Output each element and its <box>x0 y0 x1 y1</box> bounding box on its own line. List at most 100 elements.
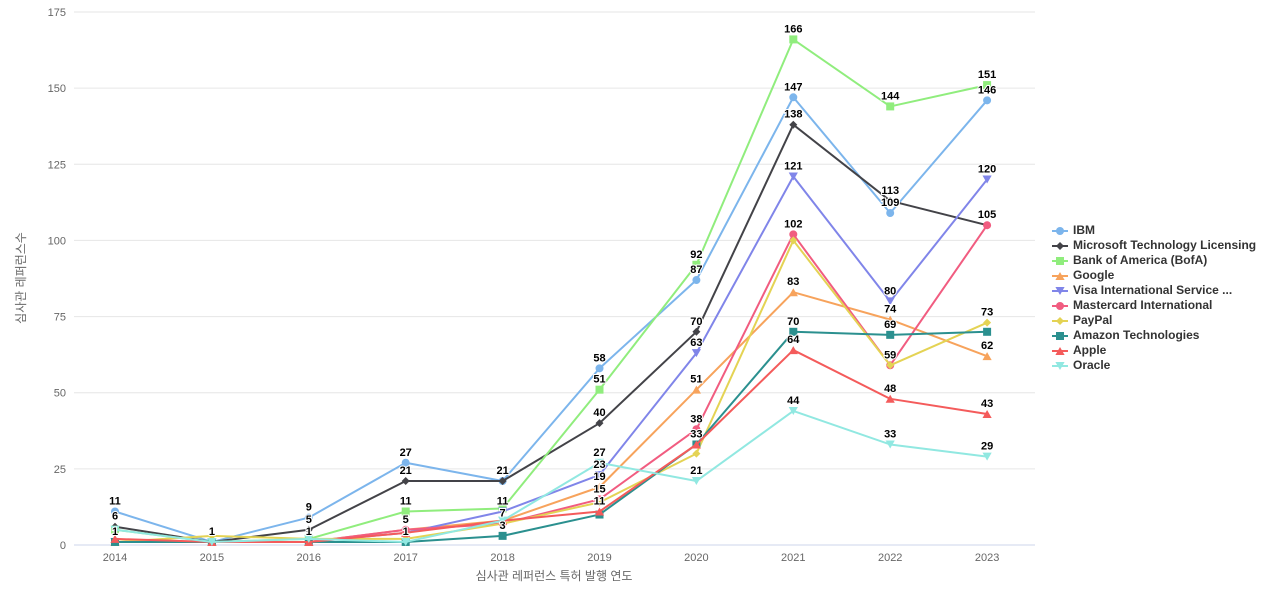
data-point-marker[interactable] <box>691 349 701 358</box>
data-point-marker[interactable] <box>594 507 605 516</box>
legend-item-9[interactable]: Oracle <box>1052 358 1256 373</box>
data-point-marker[interactable] <box>692 449 701 458</box>
gridlines <box>74 11 1035 546</box>
series-line <box>114 409 989 543</box>
data-point-label: 83 <box>787 276 799 288</box>
data-point-label: 44 <box>787 395 800 407</box>
data-point-label: 63 <box>690 337 702 349</box>
data-point-label: 27 <box>400 447 412 459</box>
data-point-marker[interactable] <box>498 477 507 486</box>
data-point-label: 92 <box>690 249 702 261</box>
data-point-marker[interactable] <box>886 361 895 370</box>
data-point-marker[interactable] <box>207 531 216 540</box>
data-point-marker[interactable] <box>594 470 605 479</box>
data-point-label: 51 <box>593 374 605 386</box>
data-point-marker[interactable] <box>595 498 604 507</box>
legend-item-8[interactable]: Apple <box>1052 343 1256 358</box>
data-point-marker[interactable] <box>982 452 992 461</box>
data-point-marker[interactable] <box>788 288 798 297</box>
data-point-label: 6 <box>112 511 118 523</box>
data-point-label: 3 <box>500 520 506 532</box>
data-point-marker[interactable] <box>982 175 992 184</box>
data-point-marker[interactable] <box>982 410 992 419</box>
series-0 <box>111 93 992 546</box>
data-point-marker[interactable] <box>498 531 507 540</box>
data-point-marker[interactable] <box>401 477 410 486</box>
data-point-marker[interactable] <box>789 93 798 102</box>
data-point-marker[interactable] <box>788 346 798 355</box>
data-point-marker[interactable] <box>304 525 313 534</box>
data-point-marker[interactable] <box>594 458 605 467</box>
data-point-marker[interactable] <box>789 120 798 129</box>
series-line <box>114 123 989 543</box>
data-point-marker[interactable] <box>692 425 701 434</box>
legend-item-4[interactable]: Visa International Service ... <box>1052 283 1256 298</box>
data-point-marker[interactable] <box>595 419 604 428</box>
legend-item-7[interactable]: Amazon Technologies <box>1052 328 1256 343</box>
y-tick-label: 25 <box>54 464 66 476</box>
data-point-marker[interactable] <box>886 196 895 205</box>
data-point-marker[interactable] <box>885 297 895 306</box>
data-point-marker[interactable] <box>983 318 992 327</box>
data-point-marker[interactable] <box>692 276 701 285</box>
data-point-marker[interactable] <box>595 385 604 394</box>
data-point-marker[interactable] <box>304 534 314 543</box>
data-point-marker[interactable] <box>983 81 992 90</box>
data-point-marker[interactable] <box>788 172 798 181</box>
data-point-label: 5 <box>403 514 409 526</box>
data-point-marker[interactable] <box>111 507 119 516</box>
data-point-marker[interactable] <box>401 528 411 537</box>
legend-item-1[interactable]: Microsoft Technology Licensing <box>1052 238 1256 253</box>
data-point-marker[interactable] <box>401 537 411 546</box>
data-point-marker[interactable] <box>110 534 120 543</box>
data-point-marker[interactable] <box>498 507 508 516</box>
data-point-marker[interactable] <box>789 236 798 245</box>
data-point-marker[interactable] <box>401 507 410 516</box>
data-point-label: 33 <box>884 428 896 440</box>
y-tick-label: 125 <box>48 159 66 171</box>
data-point-marker[interactable] <box>207 537 217 546</box>
x-tick-label: 2017 <box>393 552 417 564</box>
data-point-label: 27 <box>593 447 605 459</box>
data-point-label: 87 <box>690 264 702 276</box>
data-point-marker[interactable] <box>401 458 410 467</box>
data-point-marker[interactable] <box>788 406 798 415</box>
data-point-marker[interactable] <box>886 102 895 111</box>
data-point-marker[interactable] <box>110 525 120 534</box>
data-point-marker[interactable] <box>595 364 604 373</box>
data-point-marker[interactable] <box>885 440 895 449</box>
data-point-marker[interactable] <box>789 35 798 44</box>
series-line <box>114 330 989 543</box>
series-line <box>114 224 989 543</box>
data-point-marker[interactable] <box>885 315 895 324</box>
data-point-marker[interactable] <box>789 230 798 239</box>
data-point-marker[interactable] <box>692 260 701 269</box>
data-point-marker[interactable] <box>789 327 798 336</box>
data-point-label: 19 <box>593 471 605 483</box>
data-point-marker[interactable] <box>886 209 895 218</box>
legend-item-6[interactable]: PayPal <box>1052 313 1256 328</box>
data-point-marker[interactable] <box>691 440 701 449</box>
data-point-marker[interactable] <box>983 221 992 230</box>
data-point-marker[interactable] <box>304 513 313 522</box>
data-point-marker[interactable] <box>594 483 605 492</box>
x-tick-label: 2023 <box>975 552 999 564</box>
series-line <box>114 175 989 543</box>
data-point-marker[interactable] <box>691 385 701 394</box>
legend-item-5[interactable]: Mastercard International <box>1052 298 1256 313</box>
data-point-label: 1 <box>403 526 409 538</box>
data-point-marker[interactable] <box>691 477 701 486</box>
data-point-marker[interactable] <box>886 330 895 339</box>
data-point-marker[interactable] <box>983 96 992 105</box>
data-point-marker[interactable] <box>498 516 508 525</box>
legend-item-2[interactable]: Bank of America (BofA) <box>1052 253 1256 268</box>
legend-item-3[interactable]: Google <box>1052 268 1256 283</box>
data-point-marker[interactable] <box>982 352 992 361</box>
x-tick-label: 2021 <box>781 552 805 564</box>
data-point-marker[interactable] <box>983 327 992 336</box>
data-point-marker[interactable] <box>885 394 895 403</box>
data-point-marker[interactable] <box>692 327 701 336</box>
legend-item-0[interactable]: IBM <box>1052 223 1256 238</box>
data-point-label: 58 <box>593 352 605 364</box>
